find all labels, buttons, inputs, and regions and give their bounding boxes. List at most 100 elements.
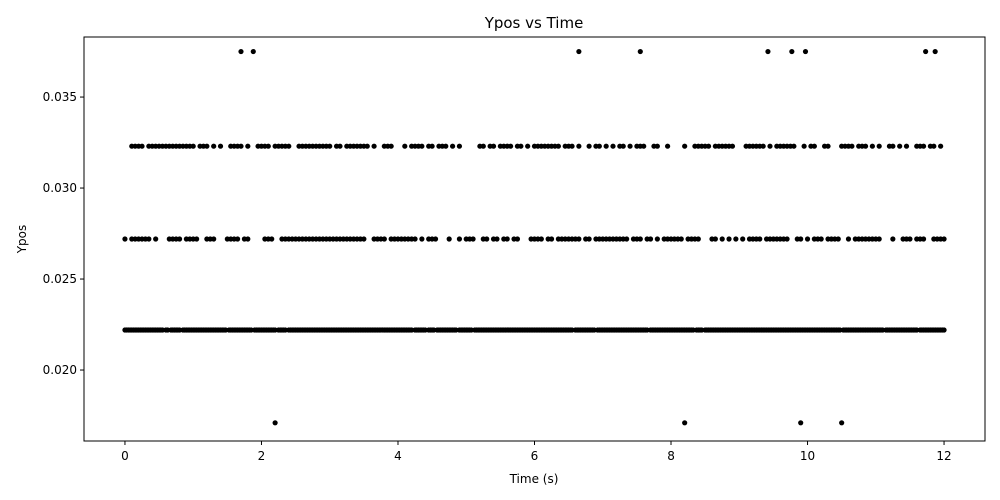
data-point xyxy=(211,236,217,242)
data-point xyxy=(839,420,845,426)
data-point xyxy=(876,143,882,149)
data-point xyxy=(361,236,367,242)
data-point xyxy=(719,236,725,242)
data-point xyxy=(897,143,903,149)
data-point xyxy=(791,143,797,149)
data-point xyxy=(146,236,152,242)
data-point xyxy=(920,236,927,242)
data-point xyxy=(876,236,882,242)
y-tick-label: 0.025 xyxy=(43,272,77,286)
data-point xyxy=(429,143,435,149)
data-point xyxy=(518,143,524,149)
data-point xyxy=(419,236,425,242)
data-point xyxy=(678,236,684,242)
data-point xyxy=(327,143,333,149)
data-point xyxy=(740,236,746,242)
data-point xyxy=(269,236,275,242)
data-point xyxy=(801,143,807,149)
x-tick-label: 2 xyxy=(258,449,266,463)
data-point xyxy=(682,143,688,149)
chart-title: Ypos vs Time xyxy=(484,14,584,32)
data-point xyxy=(490,143,497,149)
data-point xyxy=(272,420,278,426)
data-point xyxy=(480,143,486,149)
data-point xyxy=(789,48,795,55)
data-point xyxy=(647,236,654,242)
data-point xyxy=(586,236,592,242)
x-tick-label: 8 xyxy=(667,449,675,463)
data-point xyxy=(456,236,463,242)
data-point xyxy=(712,236,718,242)
x-axis-ticks: 0 2 4 6 8 10 12 xyxy=(121,441,952,463)
data-point xyxy=(932,48,938,55)
y-tick-label: 0.030 xyxy=(43,181,77,195)
data-point xyxy=(757,236,763,242)
data-point xyxy=(920,143,927,149)
data-point xyxy=(862,143,869,149)
data-point xyxy=(818,236,824,242)
data-point xyxy=(217,143,224,149)
data-point xyxy=(760,143,766,149)
data-point xyxy=(733,236,739,242)
y-axis-ticks: 0.020 0.025 0.030 0.035 xyxy=(43,90,84,377)
data-point xyxy=(412,236,418,242)
data-point xyxy=(494,236,500,242)
data-point xyxy=(705,143,712,149)
data-point xyxy=(835,236,841,242)
x-tick-label: 10 xyxy=(800,449,815,463)
data-point xyxy=(504,236,510,242)
data-point xyxy=(555,143,561,149)
data-point xyxy=(456,143,463,149)
data-point xyxy=(767,143,773,149)
data-point xyxy=(849,143,855,149)
data-point xyxy=(190,143,196,149)
data-point xyxy=(620,143,626,149)
y-axis-label: Ypos xyxy=(15,225,29,255)
data-point xyxy=(627,143,633,149)
data-point xyxy=(941,327,947,333)
data-point xyxy=(238,143,244,149)
data-point xyxy=(419,143,425,149)
data-point xyxy=(139,143,145,149)
data-point xyxy=(845,236,852,242)
data-point xyxy=(903,143,910,149)
data-point xyxy=(525,143,531,149)
data-point xyxy=(508,143,514,149)
data-point xyxy=(825,143,831,149)
data-point xyxy=(245,143,251,149)
data-point xyxy=(665,143,671,149)
x-tick-label: 12 xyxy=(936,449,951,463)
data-point xyxy=(654,236,660,242)
data-point xyxy=(811,143,817,149)
data-point xyxy=(388,143,394,149)
data-point xyxy=(446,236,452,242)
data-point xyxy=(514,236,521,242)
data-point xyxy=(784,236,790,242)
data-point xyxy=(931,143,937,149)
data-point xyxy=(194,236,200,242)
x-tick-label: 4 xyxy=(394,449,402,463)
data-point xyxy=(265,143,271,149)
data-point xyxy=(624,236,630,242)
data-point xyxy=(449,143,456,149)
x-tick-label: 6 xyxy=(531,449,539,463)
data-point xyxy=(250,48,256,55)
x-tick-label: 0 xyxy=(121,449,129,463)
data-point xyxy=(729,143,736,149)
data-point xyxy=(470,236,476,242)
data-point xyxy=(153,236,159,242)
data-point xyxy=(798,236,804,242)
data-point xyxy=(890,236,896,242)
data-point xyxy=(484,236,490,242)
data-point xyxy=(586,143,592,149)
data-point xyxy=(610,143,616,149)
data-points xyxy=(122,48,947,426)
data-point xyxy=(641,143,647,149)
data-point xyxy=(637,48,643,55)
data-point xyxy=(337,143,343,149)
data-point xyxy=(364,143,370,149)
data-point xyxy=(576,143,582,149)
data-point xyxy=(538,236,544,242)
data-point xyxy=(682,420,688,426)
data-point xyxy=(211,143,217,149)
